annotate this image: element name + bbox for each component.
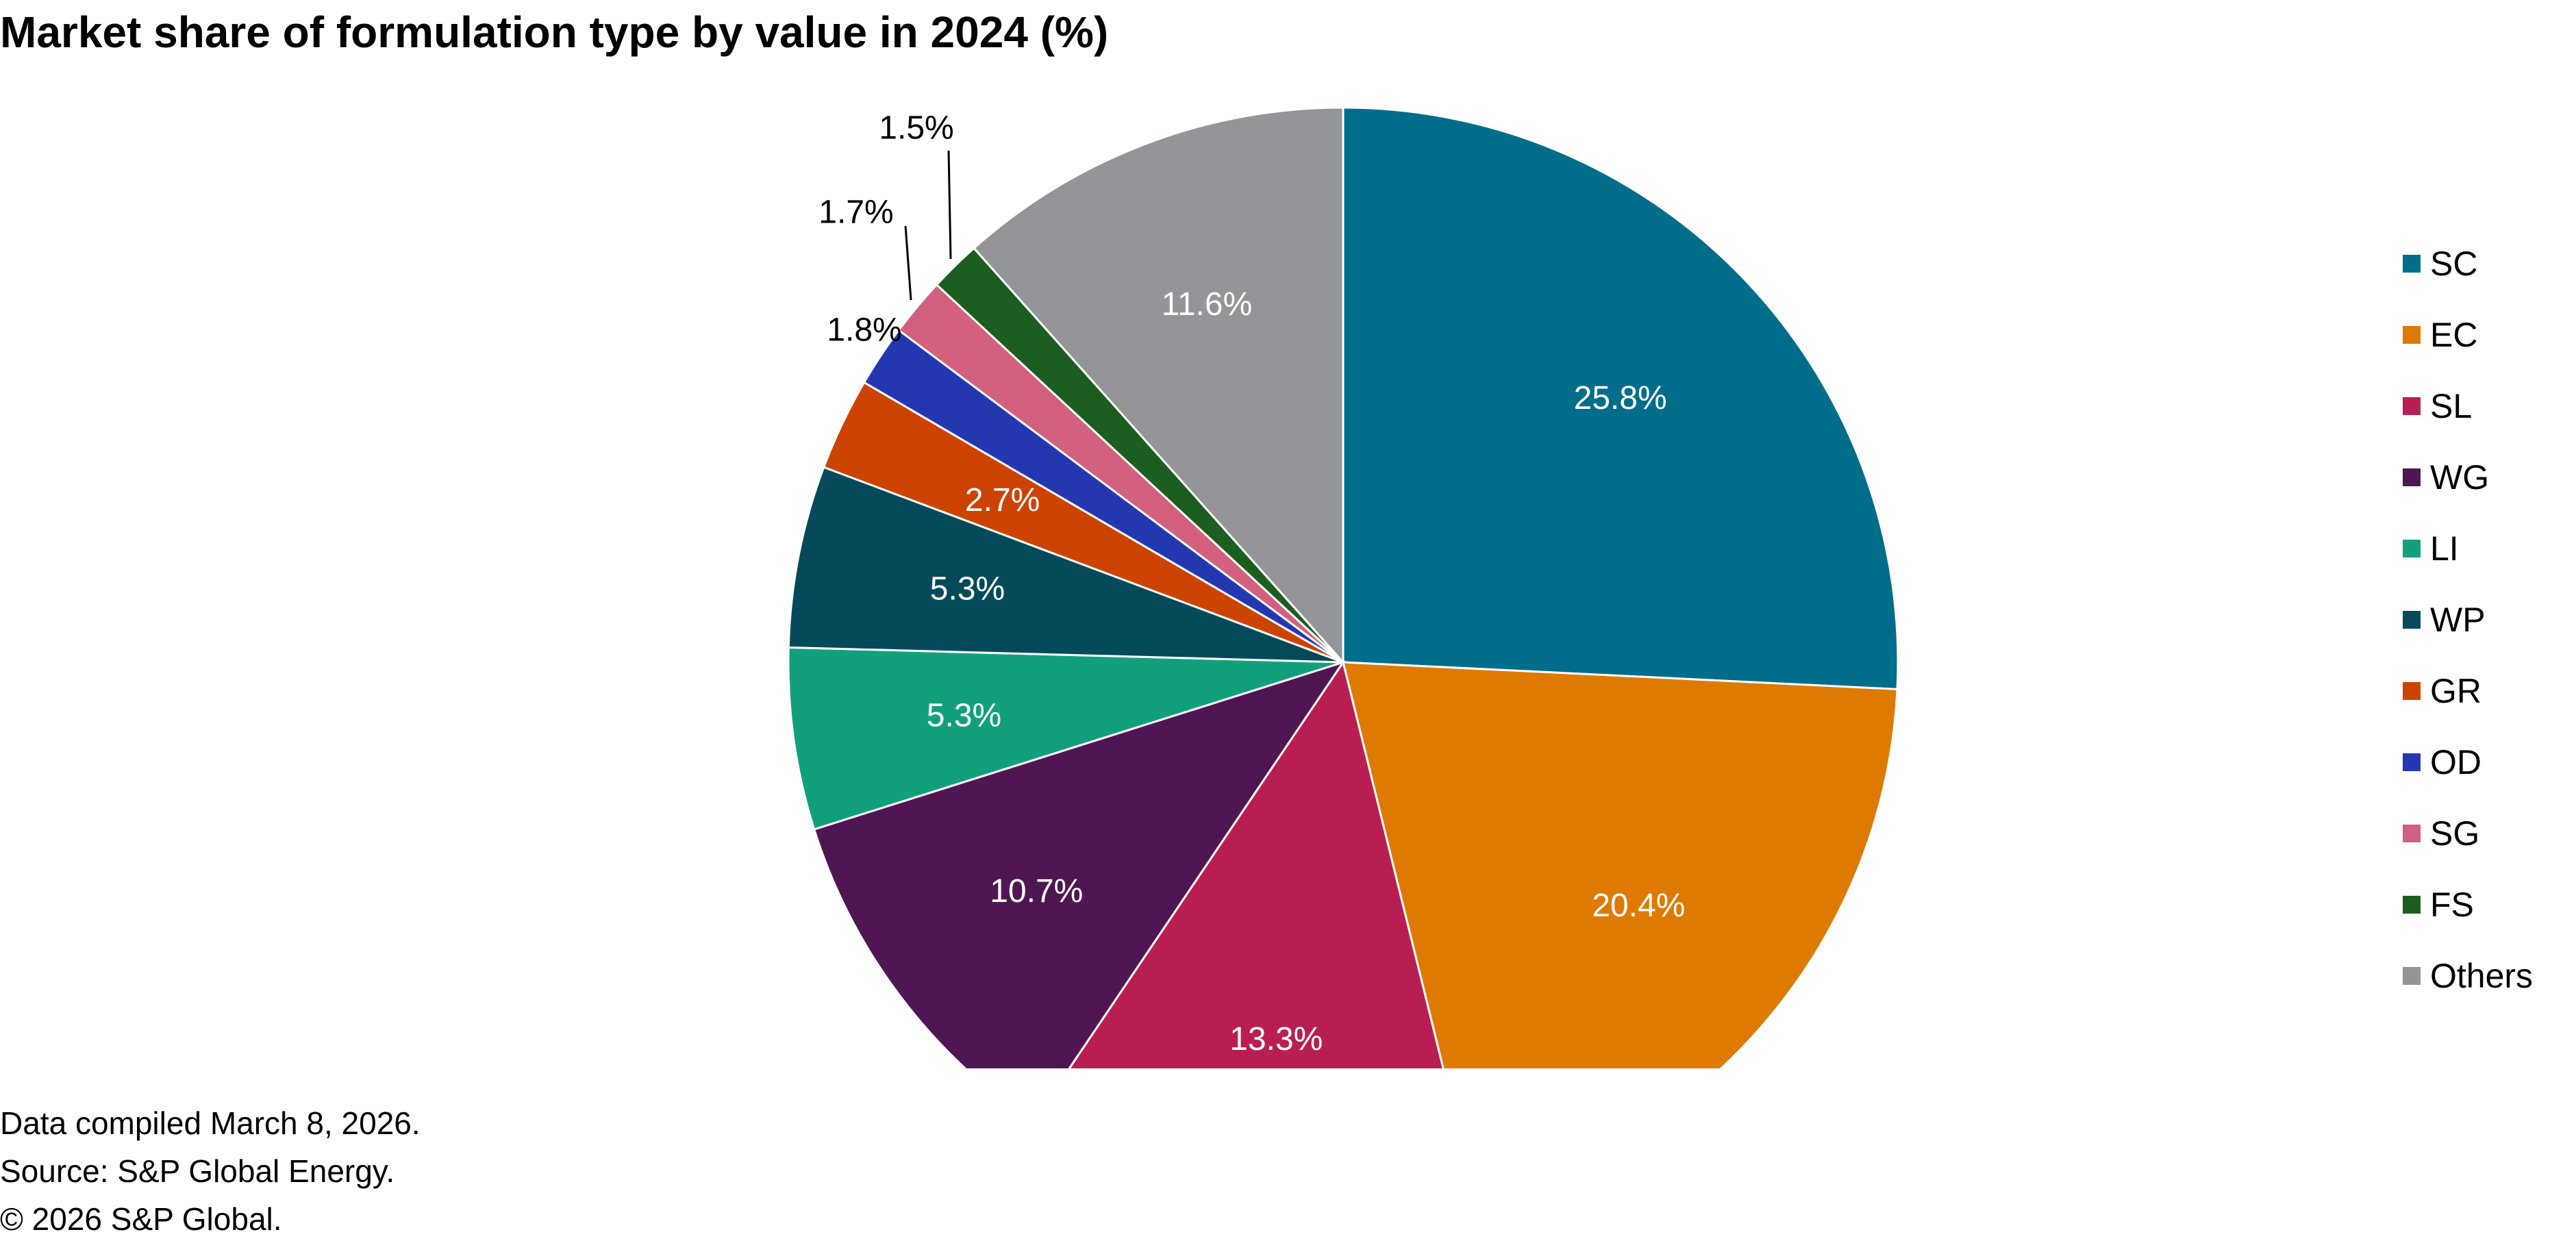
- data-label-wp: 5.3%: [930, 570, 1005, 607]
- legend-swatch-wp: [2403, 611, 2421, 629]
- legend-label-gr: GR: [2430, 672, 2481, 710]
- data-label-others: 11.6%: [1162, 286, 1253, 323]
- leader-line-fs: [947, 150, 952, 260]
- pie-chart: 25.8% 20.4% 13.3% 10.7% 5.3% 5.3% 2.7% 1.8% 1.7%…: [787, 106, 2533, 1068]
- legend-label-sc: SC: [2430, 244, 2477, 283]
- legend-swatch-gr: [2403, 682, 2421, 700]
- data-label-sg: 1.7%: [818, 194, 893, 231]
- legend-swatch-ec: [2403, 326, 2421, 344]
- legend-label-wg: WG: [2430, 458, 2489, 497]
- pie-slices: [787, 106, 1899, 1068]
- data-label-wg: 10.7%: [990, 873, 1083, 909]
- data-label-od: 1.8%: [827, 312, 901, 349]
- legend-swatch-wg: [2403, 468, 2421, 486]
- pie-labels: 25.8% 20.4% 13.3% 10.7% 5.3% 5.3% 2.7% 1.8% 1.7%…: [818, 110, 1685, 1057]
- legend-label-fs: FS: [2430, 886, 2474, 924]
- copyright-note: © 2026 S&P Global.: [0, 1201, 282, 1237]
- legend: SC EC SL WG LI WP GR OD SG FS Others: [2403, 244, 2533, 995]
- legend-label-li: LI: [2430, 529, 2459, 568]
- data-label-fs: 1.5%: [879, 110, 953, 147]
- legend-swatch-sg: [2403, 825, 2421, 842]
- pie-slice-wg: [812, 660, 1346, 1068]
- legend-label-sg: SG: [2430, 814, 2479, 853]
- leader-line-sg: [904, 225, 912, 301]
- pie-slice-wp: [787, 466, 1344, 664]
- legend-swatch-fs: [2403, 896, 2421, 914]
- footnotes: Data compiled March 8, 2026. Source: S&P…: [0, 1099, 421, 1243]
- source-note: Source: S&P Global Energy.: [0, 1153, 395, 1189]
- legend-label-wp: WP: [2430, 601, 2486, 639]
- data-label-ec: 20.4%: [1592, 888, 1685, 924]
- legend-swatch-od: [2403, 753, 2421, 771]
- data-label-gr: 2.7%: [965, 482, 1040, 518]
- data-label-sl: 13.3%: [1229, 1021, 1323, 1057]
- data-compiled-note: Data compiled March 8, 2026.: [0, 1105, 421, 1141]
- pie-slice-li: [787, 646, 1344, 831]
- chart-title: Market share of formulation type by valu…: [0, 8, 1109, 57]
- legend-swatch-others: [2403, 967, 2421, 985]
- pie-slice-others: [972, 106, 1345, 665]
- pie-slice-ec: [1342, 661, 1899, 1068]
- legend-swatch-li: [2403, 540, 2421, 557]
- legend-swatch-sc: [2403, 255, 2421, 273]
- legend-label-ec: EC: [2430, 316, 2477, 354]
- pie-slice-sc: [1342, 106, 1899, 690]
- legend-label-sl: SL: [2430, 387, 2472, 425]
- legend-label-others: Others: [2430, 957, 2533, 995]
- legend-swatch-sl: [2403, 397, 2421, 415]
- legend-label-od: OD: [2430, 743, 2481, 781]
- data-label-sc: 25.8%: [1574, 380, 1667, 416]
- data-label-li: 5.3%: [927, 697, 1001, 733]
- pie-slice-sl: [1068, 660, 1445, 1068]
